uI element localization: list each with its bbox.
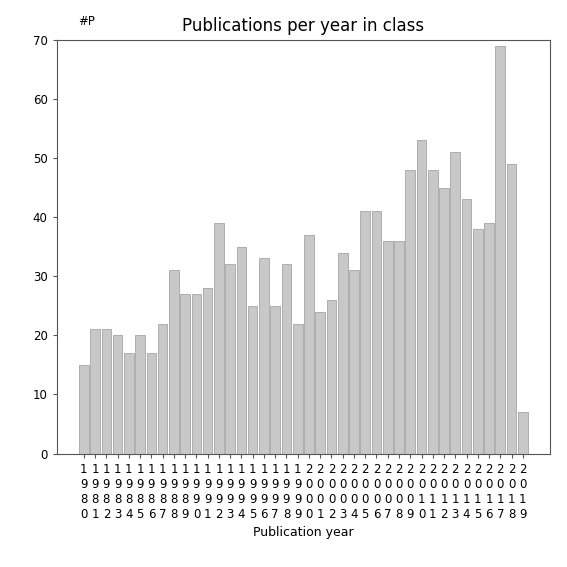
- Bar: [79, 365, 88, 454]
- Bar: [428, 170, 438, 454]
- Bar: [113, 335, 122, 454]
- Bar: [192, 294, 201, 454]
- Bar: [451, 152, 460, 454]
- Bar: [372, 211, 381, 454]
- Bar: [101, 329, 111, 454]
- Bar: [394, 241, 404, 454]
- Bar: [417, 140, 426, 454]
- Bar: [203, 288, 213, 454]
- Bar: [338, 252, 348, 454]
- Bar: [361, 211, 370, 454]
- Bar: [169, 270, 179, 454]
- Bar: [282, 264, 291, 454]
- Bar: [259, 259, 269, 454]
- Bar: [473, 229, 483, 454]
- X-axis label: Publication year: Publication year: [253, 526, 354, 539]
- Bar: [518, 412, 527, 454]
- Bar: [349, 270, 359, 454]
- Bar: [214, 223, 224, 454]
- Bar: [327, 300, 336, 454]
- Bar: [484, 223, 494, 454]
- Bar: [124, 353, 134, 454]
- Text: #P: #P: [78, 15, 95, 28]
- Bar: [507, 164, 517, 454]
- Bar: [462, 200, 471, 454]
- Bar: [383, 241, 392, 454]
- Bar: [405, 170, 415, 454]
- Bar: [439, 188, 449, 454]
- Bar: [270, 306, 280, 454]
- Bar: [158, 324, 167, 454]
- Bar: [496, 45, 505, 454]
- Bar: [293, 324, 303, 454]
- Bar: [147, 353, 156, 454]
- Bar: [226, 264, 235, 454]
- Bar: [248, 306, 257, 454]
- Bar: [236, 247, 246, 454]
- Title: Publications per year in class: Publications per year in class: [182, 18, 425, 35]
- Bar: [304, 235, 314, 454]
- Bar: [136, 335, 145, 454]
- Bar: [90, 329, 100, 454]
- Bar: [180, 294, 190, 454]
- Bar: [315, 312, 325, 454]
